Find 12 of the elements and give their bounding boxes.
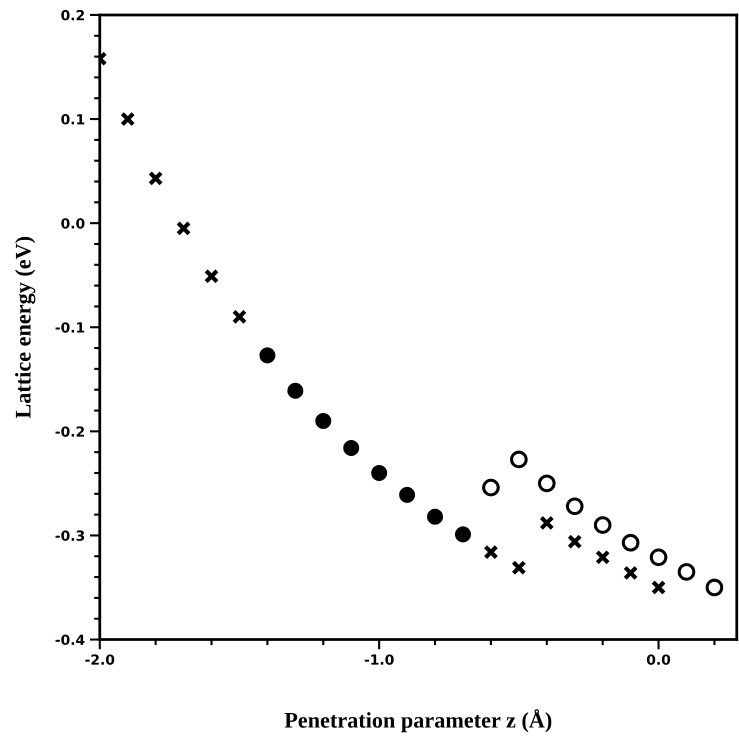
x-tick-label: -1.0 xyxy=(364,654,394,665)
y-tick-label: -0.2 xyxy=(56,426,84,437)
y-tick-label: 0.0 xyxy=(61,218,85,229)
y-tick-label: -0.3 xyxy=(56,530,84,541)
y-tick-label: -0.4 xyxy=(56,634,85,646)
y-tick-label: 0.2 xyxy=(61,10,84,20)
y-tick-label: 0.1 xyxy=(61,114,84,125)
y-axis-title: Lattice energy (eV) xyxy=(15,236,36,418)
x-axis-title: Penetration parameter z (Å) xyxy=(284,709,552,732)
y-tick-label: -0.1 xyxy=(56,322,84,333)
x-tick-label: -2.0 xyxy=(85,654,114,665)
x-tick-label: 0.0 xyxy=(646,654,670,665)
